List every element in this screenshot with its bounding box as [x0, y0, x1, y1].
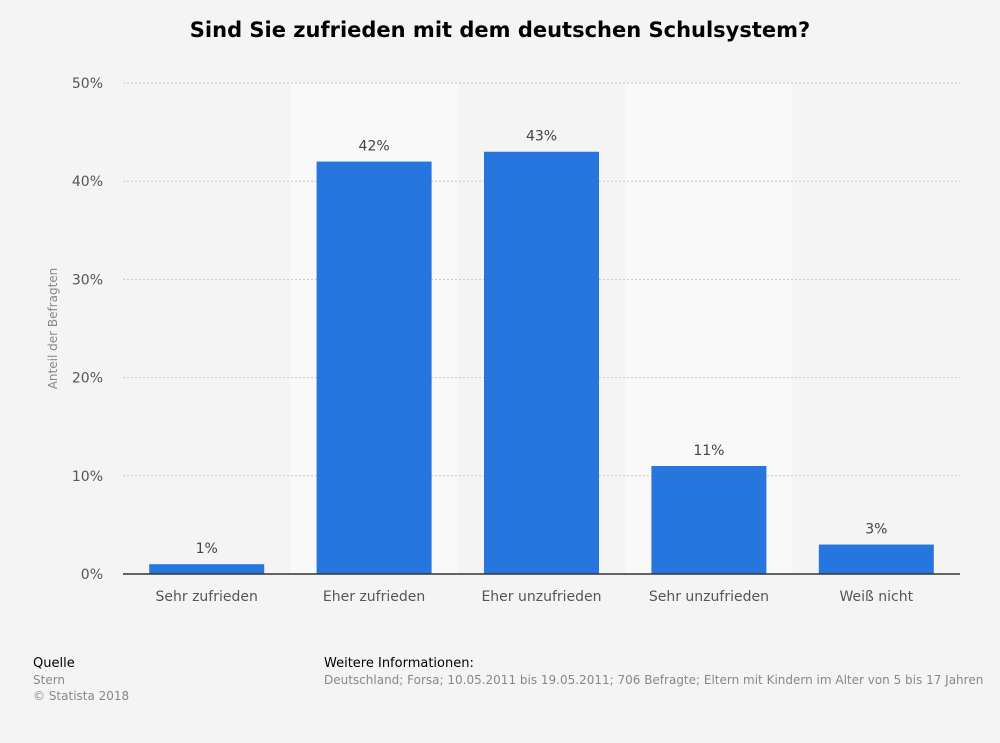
- x-tick-label: Eher unzufrieden: [481, 589, 601, 605]
- source-block: Quelle Stern © Statista 2018: [33, 656, 129, 704]
- chart-title: Sind Sie zufrieden mit dem deutschen Sch…: [189, 18, 811, 42]
- source-heading: Quelle: [33, 656, 75, 671]
- y-tick-label: 40%: [72, 174, 103, 190]
- x-tick-label: Weiß nicht: [839, 589, 913, 605]
- y-tick-label: 30%: [72, 272, 103, 288]
- gridlines: [123, 82, 960, 477]
- value-label: 43%: [526, 129, 557, 145]
- bar[interactable]: [484, 151, 599, 575]
- source-name[interactable]: Stern: [33, 673, 66, 687]
- y-tick-label: 10%: [72, 469, 103, 485]
- bar[interactable]: [149, 564, 265, 574]
- x-tick-label: Sehr zufrieden: [156, 589, 258, 605]
- value-label: 3%: [865, 522, 887, 538]
- bar[interactable]: [651, 465, 767, 574]
- bars: [149, 151, 934, 575]
- bar[interactable]: [818, 544, 934, 574]
- y-tick-label: 20%: [72, 371, 103, 387]
- info-block: Weitere Informationen: Deutschland; Fors…: [324, 656, 983, 688]
- bar[interactable]: [316, 161, 432, 574]
- value-label: 1%: [196, 541, 218, 557]
- y-axis-label: Anteil der Befragten: [46, 268, 60, 390]
- y-axis-ticks: 0% 10% 20% 30% 40% 50%: [72, 76, 103, 583]
- copyright: © Statista 2018: [33, 689, 130, 703]
- x-tick-label: Eher zufrieden: [323, 589, 425, 605]
- y-tick-label: 50%: [72, 76, 103, 92]
- value-labels: 1% 42% 43% 11% 3%: [196, 129, 888, 557]
- info-heading[interactable]: Weitere Informationen:: [324, 656, 474, 671]
- x-tick-label: Sehr unzufrieden: [649, 589, 769, 605]
- y-tick-label: 0%: [81, 567, 103, 583]
- bar-chart: 0% 10% 20% 30% 40% 50% 1% 42% 43% 11% 3% Sehr zuf…: [46, 76, 960, 605]
- value-label: 11%: [693, 443, 724, 459]
- info-text: Deutschland; Forsa; 10.05.2011 bis 19.05…: [324, 673, 984, 687]
- x-axis-ticks: Sehr zufrieden Eher zufrieden Eher unzufri…: [156, 589, 914, 605]
- value-label: 42%: [359, 139, 390, 155]
